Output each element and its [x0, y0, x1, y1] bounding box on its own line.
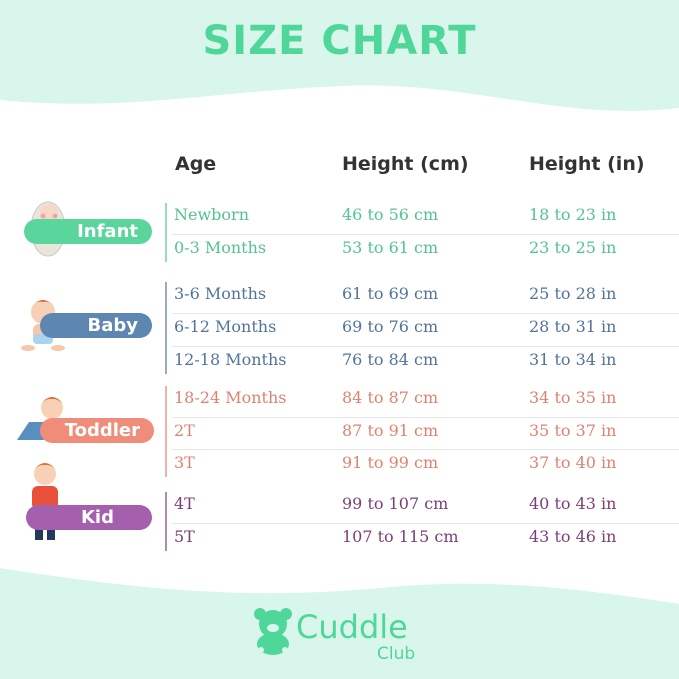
- age-cell: Newborn: [174, 205, 249, 224]
- height-cm-cell: 107 to 115 cm: [342, 527, 459, 546]
- group-pill-toddler: Toddler: [40, 418, 154, 443]
- height-cm-cell: 76 to 84 cm: [342, 350, 439, 369]
- age-cell: 12-18 Months: [174, 350, 287, 369]
- height-in-cell: 40 to 43 in: [529, 494, 617, 513]
- age-cell: 3-6 Months: [174, 284, 267, 303]
- age-cell: 0-3 Months: [174, 238, 267, 257]
- page-title: SIZE CHART: [202, 18, 477, 64]
- group-pill-infant: Infant: [24, 219, 152, 244]
- height-cm-cell: 69 to 76 cm: [342, 317, 439, 336]
- height-in-cell: 43 to 46 in: [529, 527, 617, 546]
- height-in-cell: 28 to 31 in: [529, 317, 617, 336]
- teddy-bear-icon: [254, 608, 292, 655]
- group-pill-kid: Kid: [26, 505, 152, 530]
- age-cell: 2T: [174, 421, 195, 440]
- height-cm-cell: 91 to 99 cm: [342, 453, 439, 472]
- header-height-in: Height (in): [529, 153, 645, 175]
- group-pill-baby: Baby: [40, 313, 152, 338]
- kid-illustration: [24, 460, 68, 548]
- height-in-cell: 34 to 35 in: [529, 388, 617, 407]
- height-in-cell: 23 to 25 in: [529, 238, 617, 257]
- row-separator: [172, 346, 679, 347]
- height-cm-cell: 61 to 69 cm: [342, 284, 439, 303]
- row-separator: [172, 313, 679, 314]
- logo-sub: Club: [377, 644, 416, 664]
- group-divider: [165, 282, 167, 374]
- age-cell: 4T: [174, 494, 195, 513]
- height-cm-cell: 87 to 91 cm: [342, 421, 439, 440]
- height-in-cell: 35 to 37 in: [529, 421, 617, 440]
- height-cm-cell: 84 to 87 cm: [342, 388, 439, 407]
- age-cell: 3T: [174, 453, 195, 472]
- logo-name: Cuddle: [296, 608, 408, 646]
- group-divider: [165, 386, 167, 477]
- height-in-cell: 31 to 34 in: [529, 350, 617, 369]
- height-cm-cell: 53 to 61 cm: [342, 238, 439, 257]
- age-cell: 18-24 Months: [174, 388, 287, 407]
- group-divider: [165, 203, 167, 262]
- height-in-cell: 37 to 40 in: [529, 453, 617, 472]
- header-age: Age: [175, 153, 217, 175]
- height-in-cell: 25 to 28 in: [529, 284, 617, 303]
- height-cm-cell: 46 to 56 cm: [342, 205, 439, 224]
- header-height-cm: Height (cm): [342, 153, 469, 175]
- height-cm-cell: 99 to 107 cm: [342, 494, 449, 513]
- row-separator: [172, 234, 679, 235]
- row-separator: [172, 449, 679, 450]
- age-cell: 6-12 Months: [174, 317, 277, 336]
- row-separator: [172, 523, 679, 524]
- height-in-cell: 18 to 23 in: [529, 205, 617, 224]
- group-divider: [165, 492, 167, 551]
- age-cell: 5T: [174, 527, 195, 546]
- row-separator: [172, 417, 679, 418]
